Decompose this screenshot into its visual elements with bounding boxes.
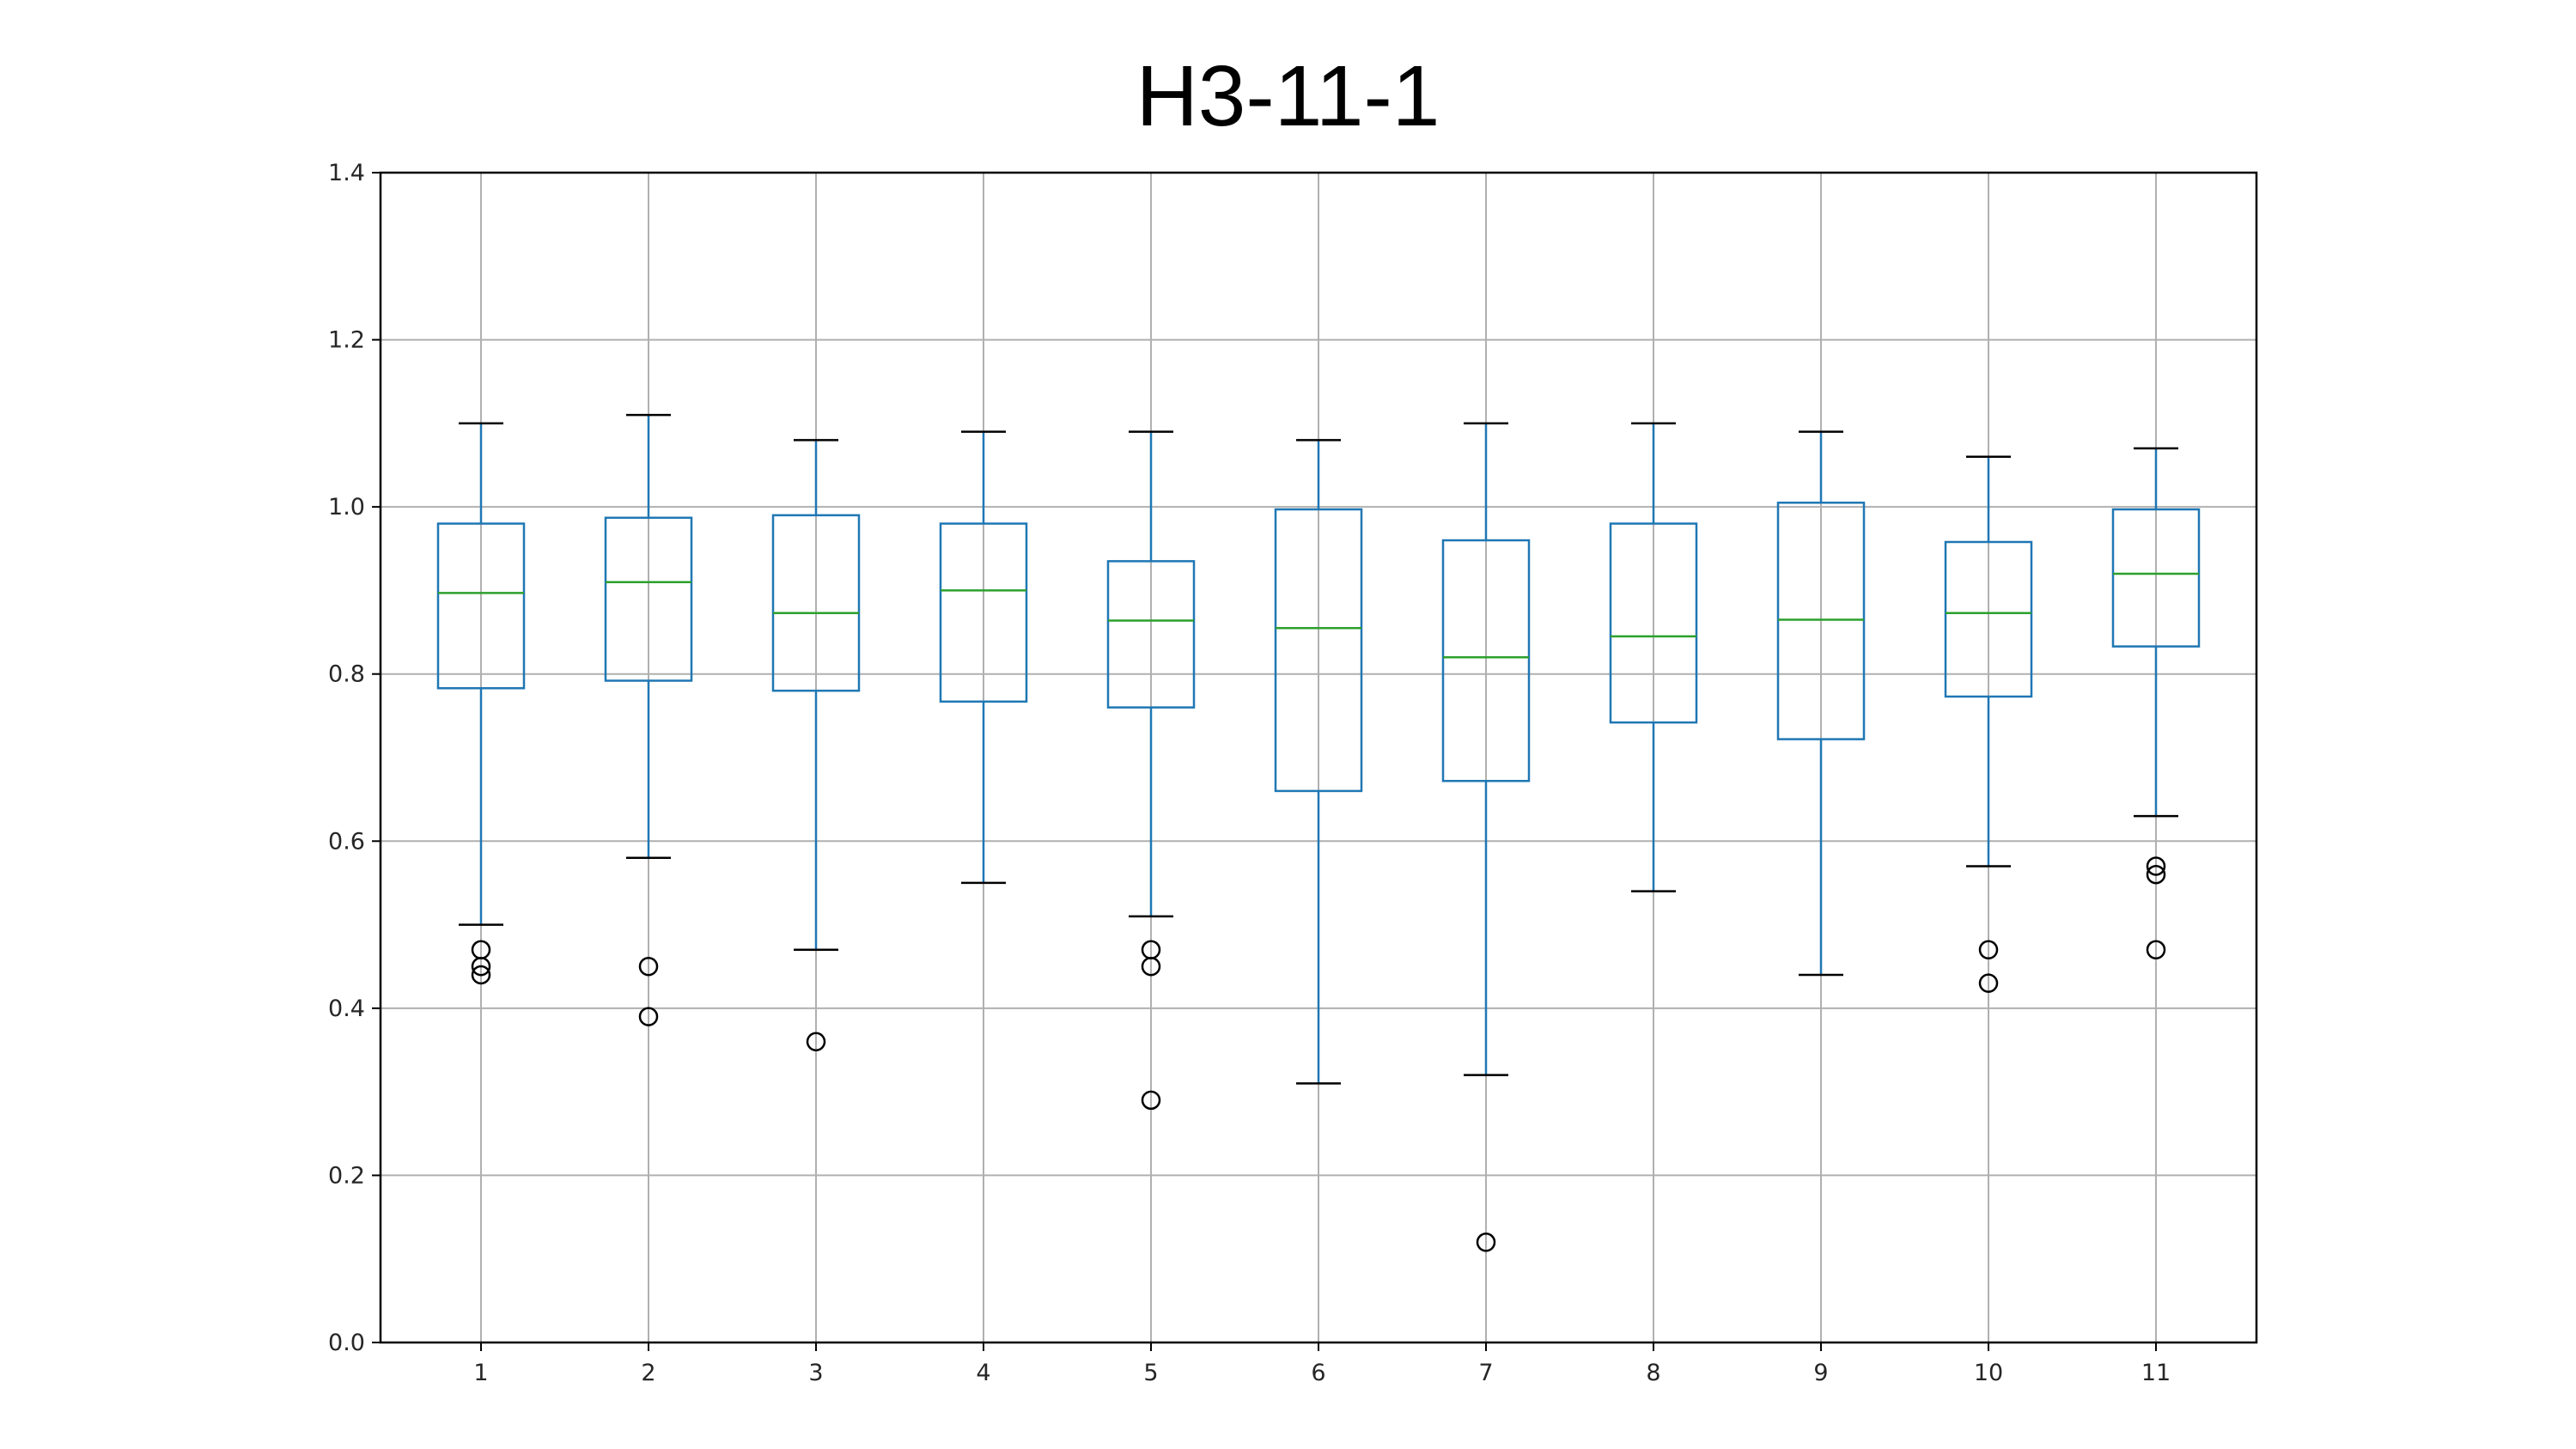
outlier-point	[2146, 864, 2166, 885]
boxes-layer	[436, 413, 2201, 1252]
x-tick-label: 3	[808, 1360, 823, 1386]
iqr-box	[1441, 539, 1531, 782]
outlier-point	[1476, 1233, 1496, 1252]
box-group-2	[604, 413, 693, 1026]
x-tick-label: 1	[473, 1360, 488, 1386]
outlier-point	[1141, 1090, 1161, 1111]
outlier-point	[471, 965, 491, 985]
box-group-6	[1274, 439, 1363, 1085]
y-tick-label: 1.0	[328, 494, 365, 521]
y-tick-label: 0.8	[328, 661, 365, 688]
y-tick-label: 0.2	[328, 1162, 365, 1189]
box-group-9	[1776, 430, 1866, 977]
x-tick-label: 6	[1311, 1360, 1325, 1386]
box-group-7	[1441, 422, 1531, 1252]
iqr-box	[1944, 540, 2033, 698]
iqr-box	[1106, 560, 1196, 709]
outlier-point	[471, 956, 491, 977]
iqr-box	[2111, 508, 2201, 648]
outlier-point	[2146, 856, 2166, 876]
outlier-point	[1978, 940, 1999, 960]
iqr-box	[939, 522, 1028, 703]
y-tick-label: 0.0	[328, 1330, 365, 1356]
outlier-point	[1978, 973, 1999, 993]
box-group-5	[1106, 430, 1196, 1111]
outlier-point	[1141, 956, 1161, 977]
outlier-point	[2146, 940, 2166, 960]
box-group-1	[436, 422, 526, 985]
outlier-point	[638, 956, 659, 977]
ticks-layer: 0.0 0.2 0.4 0.6 0.8 1.0 1.2 1.4 1 2 3 4 5 6 7 8 9 10 11	[328, 160, 2171, 1386]
box-group-11	[2111, 447, 2201, 960]
outlier-point	[806, 1032, 826, 1052]
x-tick-label: 9	[1813, 1360, 1828, 1386]
iqr-box	[771, 514, 861, 692]
x-tick-label: 4	[976, 1360, 990, 1386]
iqr-box	[1274, 508, 1363, 793]
y-tick-label: 1.2	[328, 327, 365, 354]
iqr-box	[1609, 522, 1698, 724]
box-group-8	[1609, 422, 1698, 892]
box-group-3	[771, 439, 861, 1052]
x-tick-label: 11	[2141, 1360, 2171, 1386]
x-tick-label: 2	[641, 1360, 655, 1386]
chart-title: H3-11-1	[1136, 48, 1440, 144]
outlier-point	[638, 1007, 659, 1026]
iqr-box	[436, 522, 526, 690]
x-tick-label: 10	[1974, 1360, 2003, 1386]
iqr-box	[604, 516, 693, 682]
y-tick-label: 0.6	[328, 828, 365, 855]
x-tick-label: 7	[1478, 1360, 1493, 1386]
y-tick-label: 1.4	[328, 160, 365, 186]
y-tick-label: 0.4	[328, 995, 365, 1022]
box-group-4	[939, 430, 1028, 885]
x-tick-label: 5	[1143, 1360, 1158, 1386]
iqr-box	[1776, 502, 1866, 740]
grid-lines	[381, 172, 2256, 1343]
x-tick-label: 8	[1646, 1360, 1660, 1386]
box-group-10	[1944, 455, 2033, 993]
